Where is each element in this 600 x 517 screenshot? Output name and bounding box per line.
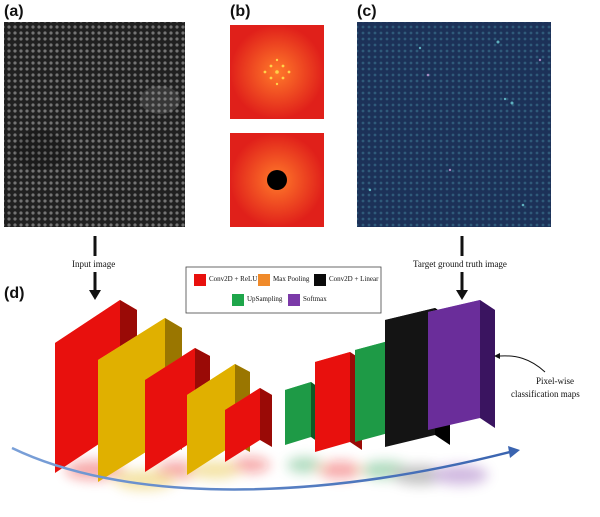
layer-softmax [428,300,495,430]
panel-label-d: (d) [4,285,25,302]
pointer-arrow-icon [494,353,546,373]
caption-output-2: classification maps [511,389,580,399]
input-image [4,22,185,227]
fft-image-masked [230,133,324,227]
legend-label-max-pooling: Max Pooling [273,275,310,283]
down-arrow-icon [456,236,468,300]
legend [185,266,382,314]
legend-label-conv-relu: Conv2D + ReLU [209,275,258,283]
caption-target: Target ground truth image [413,259,507,269]
legend-label-softmax: Softmax [303,295,327,303]
fft-image-top [230,25,324,119]
layer-conv-relu-3 [225,388,272,462]
legend-label-conv-linear: Conv2D + Linear [329,275,379,283]
down-arrow-icon [89,236,101,300]
panel-label-b: (b) [230,3,251,20]
caption-output-1: Pixel-wise [536,376,574,386]
curved-arrow-icon [11,446,520,491]
layer-conv-relu-4 [315,352,362,452]
panel-label-c: (c) [357,3,377,20]
caption-input: Input image [72,259,116,269]
ground-truth-image [357,22,551,227]
layer-glow [65,457,488,490]
panel-label-a: (a) [4,3,24,20]
legend-label-upsampling: UpSampling [247,295,283,303]
